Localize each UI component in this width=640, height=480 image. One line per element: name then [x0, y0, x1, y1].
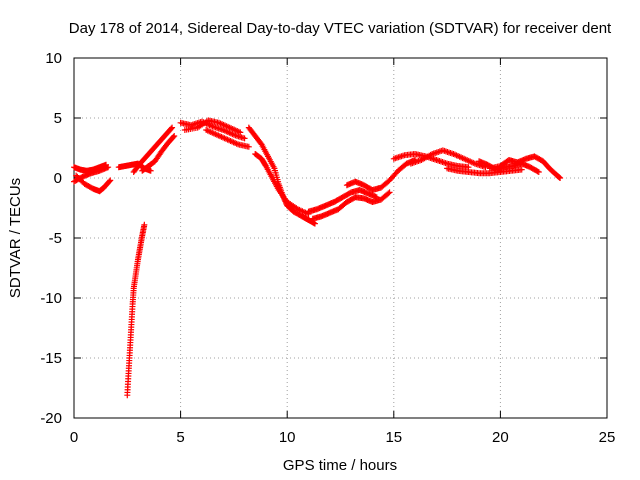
data-point-marker	[311, 220, 318, 227]
x-tick-label: 10	[279, 429, 296, 446]
y-tick-label: -20	[40, 410, 62, 427]
y-tick-label: 5	[54, 110, 62, 127]
x-tick-label: 20	[492, 429, 509, 446]
y-tick-labels: -20 -15 -10 -5 0 5 10	[40, 50, 62, 427]
x-axis-title: GPS time / hours	[283, 457, 397, 474]
x-tick-labels: 0 5 10 15 20 25	[70, 429, 616, 446]
data-point-marker	[373, 194, 380, 201]
y-axis-title: SDTVAR / TECUs	[7, 178, 24, 298]
data-point-marker	[385, 190, 392, 197]
data-point-marker	[147, 167, 154, 174]
grid-lines	[74, 58, 607, 418]
data-point-marker	[245, 143, 252, 150]
y-tick-label: 0	[54, 170, 62, 187]
data-point-marker	[386, 189, 393, 196]
x-tick-label: 5	[176, 429, 184, 446]
x-tick-label: 25	[599, 429, 616, 446]
x-tick-label: 0	[70, 429, 78, 446]
data-point-marker	[169, 124, 176, 131]
y-tick-label: -5	[49, 230, 62, 247]
data-point-marker	[141, 221, 148, 228]
y-tick-label: 10	[45, 50, 62, 67]
data-point-marker	[241, 135, 248, 142]
data-point-marker	[170, 134, 177, 141]
data-point-marker	[534, 168, 541, 175]
data-point-marker	[535, 169, 542, 175]
data-point-marker	[518, 166, 525, 173]
data-point-marker	[106, 178, 113, 185]
data-point-marker	[237, 129, 244, 136]
y-tick-label: -10	[40, 290, 62, 307]
y-tick-label: -15	[40, 350, 62, 367]
plot-frame	[73, 57, 608, 419]
data-point-marker	[168, 125, 175, 132]
data-point-marker	[105, 164, 112, 171]
chart-title: Day 178 of 2014, Sidereal Day-to-day VTE…	[69, 20, 612, 37]
data-point-marker	[171, 133, 178, 139]
data-points	[71, 117, 564, 399]
data-point-marker	[557, 175, 564, 181]
x-tick-label: 15	[385, 429, 402, 446]
axis-ticks	[73, 57, 608, 419]
data-point-marker	[107, 177, 114, 184]
